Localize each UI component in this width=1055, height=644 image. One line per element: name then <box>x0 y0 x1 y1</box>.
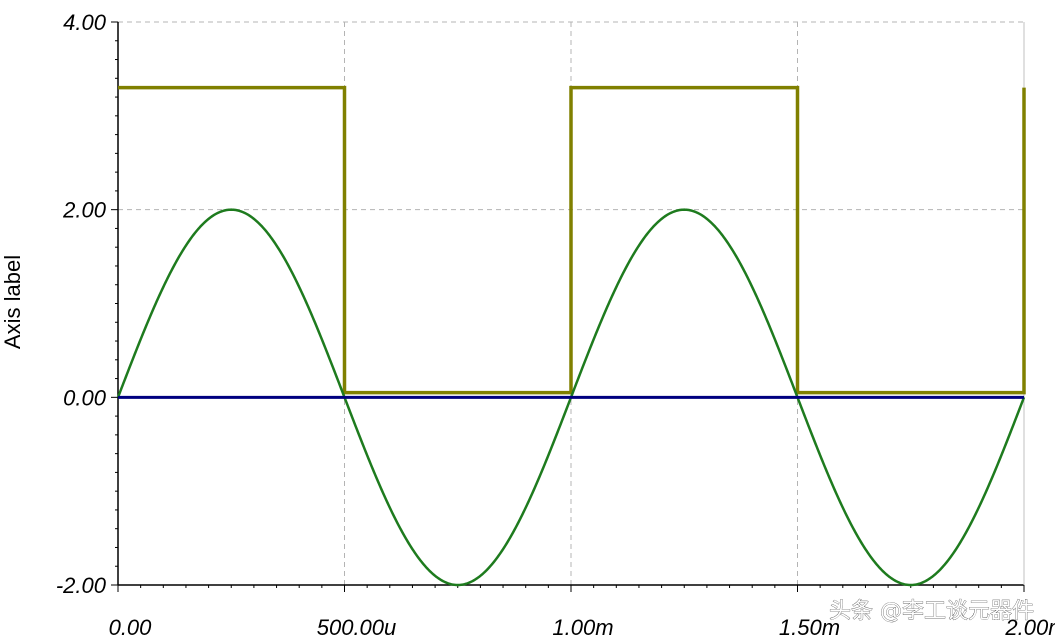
watermark: 头条 @李工谈元器件 <box>829 599 1034 624</box>
y-tick-label: 4.00 <box>63 10 107 35</box>
x-tick-label: 1.00m <box>552 615 613 640</box>
series-square-wave <box>118 88 1024 393</box>
tick-labels: 4.002.000.00-2.000.00 500.00u 1.00m 1.50m 2.… <box>56 10 1055 640</box>
y-axis-title: Axis label <box>0 255 25 349</box>
y-tick-label: 2.00 <box>62 198 107 223</box>
y-tick-label: -2.00 <box>56 573 107 598</box>
axes <box>111 22 1024 592</box>
y-tick-label: 0.00 <box>63 385 107 410</box>
x-tick-label: 0.00 <box>109 615 153 640</box>
x-tick-label: 500.00u <box>317 615 397 640</box>
